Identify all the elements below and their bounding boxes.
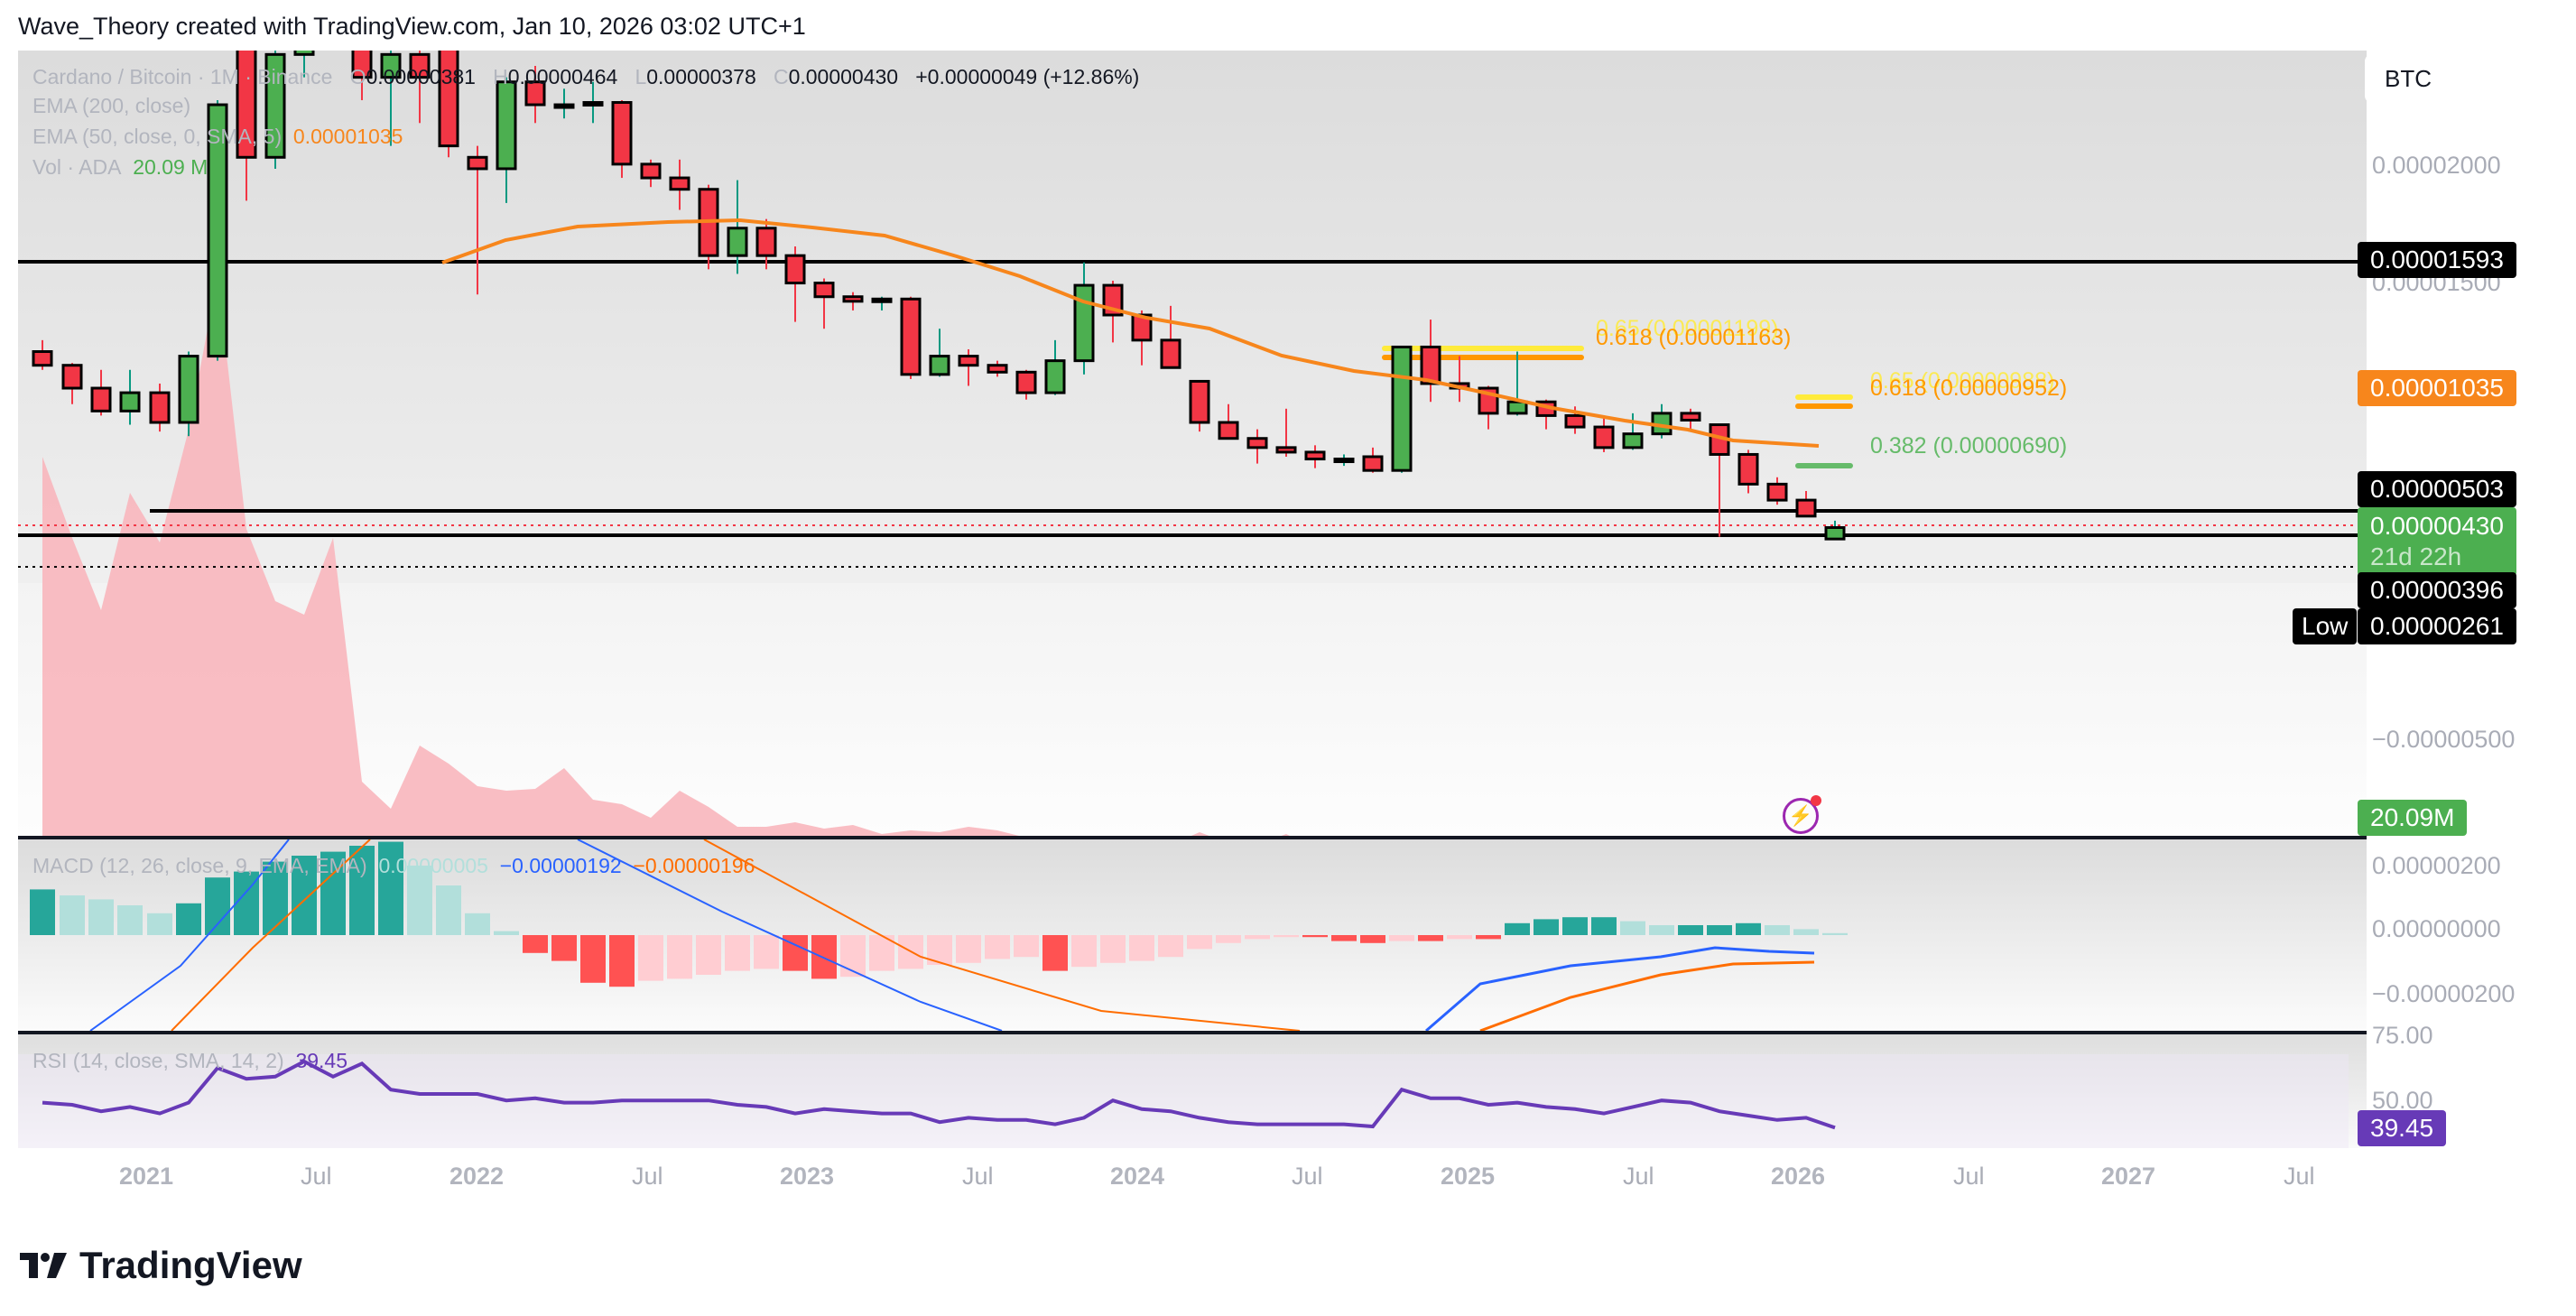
last-price-tag: 0.00000430 21d 22h xyxy=(2358,507,2516,576)
main-legend: Cardano / Bitcoin · 1M · Binance O0.0000… xyxy=(32,65,1140,88)
rsi-legend[interactable]: RSI (14, close, SMA, 14, 2) 39.45 xyxy=(32,1049,348,1072)
time-label: 2021 xyxy=(119,1163,174,1190)
macd-histogram-value: 0.00000005 xyxy=(378,854,488,877)
macd-tick: −0.00000200 xyxy=(2372,980,2516,1007)
ema50-legend[interactable]: EMA (50, close, 0, SMA, 5) 0.00001035 xyxy=(32,125,403,148)
volume-tick: −0.00000500 xyxy=(2372,726,2516,753)
macd-line-value: −0.00000192 xyxy=(499,854,622,877)
price-pane[interactable] xyxy=(18,51,2367,836)
time-label: Jul xyxy=(1292,1163,1323,1190)
rsi-legend-value: 39.45 xyxy=(295,1049,348,1072)
open-value: 0.00000381 xyxy=(366,65,476,88)
time-label: 2023 xyxy=(780,1163,835,1190)
macd-tick: 0.00000200 xyxy=(2372,852,2501,879)
time-label: Jul xyxy=(632,1163,663,1190)
rsi-value-tag: 39.45 xyxy=(2358,1110,2447,1146)
time-label: Jul xyxy=(1953,1163,1985,1190)
change-value: +0.00000049 (+12.86%) xyxy=(915,65,1140,88)
lightning-alert-icon[interactable]: ⚡ xyxy=(1783,795,1821,834)
time-label: 2025 xyxy=(1441,1163,1496,1190)
ema50-price-tag: 0.00001035 xyxy=(2358,370,2516,406)
time-label: 2022 xyxy=(449,1163,505,1190)
price-tick: 0.00002000 xyxy=(2372,152,2501,179)
volume-value: 20.09 M xyxy=(133,155,208,179)
high-value: 0.00000464 xyxy=(507,65,618,88)
fib-lower-0618-label: 0.618 (0.00000952) xyxy=(1870,375,2068,401)
price-chart-canvas[interactable] xyxy=(18,51,2367,836)
rsi-tick: 50.00 xyxy=(2372,1087,2433,1114)
rsi-tick: 75.00 xyxy=(2372,1022,2433,1049)
time-label: 2024 xyxy=(1110,1163,1165,1190)
fib-upper-065-label: 0.65 (0.00001199) xyxy=(1596,316,1779,341)
pane-separator[interactable] xyxy=(18,1031,2367,1034)
time-label: 2026 xyxy=(1771,1163,1826,1190)
fib-upper-0618-label: 0.618 (0.00001163) xyxy=(1596,325,1792,350)
support-upper-price-tag: 0.00000503 xyxy=(2358,471,2516,507)
notification-dot xyxy=(1811,795,1821,806)
low-label-tag: Low xyxy=(2293,608,2358,644)
tradingview-logo-icon xyxy=(20,1253,67,1278)
rsi-chart-canvas xyxy=(18,1054,2349,1148)
ema200-legend[interactable]: EMA (200, close) xyxy=(32,94,191,117)
rsi-pane[interactable] xyxy=(18,1034,2367,1148)
support-lower-price-tag: 0.00000396 xyxy=(2358,572,2516,608)
symbol-title[interactable]: Cardano / Bitcoin · 1M · Binance xyxy=(32,65,333,88)
macd-pane[interactable] xyxy=(18,839,2367,1031)
fib-lower-065-label: 0.65 (0.00000988) xyxy=(1870,368,2055,394)
macd-chart-canvas[interactable] xyxy=(18,839,2367,1031)
bar-countdown: 21d 22h xyxy=(2370,542,2462,570)
ema50-value: 0.00001035 xyxy=(292,125,403,148)
tradingview-logo[interactable]: TradingView xyxy=(20,1244,302,1287)
low-value: 0.00000378 xyxy=(646,65,756,88)
time-label: Jul xyxy=(2284,1163,2315,1190)
volume-legend[interactable]: Vol · ADA 20.09 M xyxy=(32,155,208,179)
time-label: Jul xyxy=(962,1163,994,1190)
time-label: Jul xyxy=(301,1163,332,1190)
macd-legend[interactable]: MACD (12, 26, close, 9, EMA, EMA) 0.0000… xyxy=(32,854,755,877)
fib-0382-label: 0.382 (0.00000690) xyxy=(1870,433,2068,459)
time-label: 2027 xyxy=(2101,1163,2156,1190)
time-label: Jul xyxy=(1623,1163,1654,1190)
chart-attribution: Wave_Theory created with TradingView.com… xyxy=(18,13,806,40)
pane-separator[interactable] xyxy=(18,836,2367,839)
volume-tag: 20.09M xyxy=(2358,800,2468,836)
macd-signal-value: −0.00000196 xyxy=(633,854,755,877)
resistance-price-tag: 0.00001593 xyxy=(2358,242,2516,278)
low-price-tag: 0.00000261 xyxy=(2358,608,2516,644)
time-axis[interactable]: 2021 Jul 2022 Jul 2023 Jul 2024 Jul 2025… xyxy=(18,1152,2367,1202)
macd-tick: 0.00000000 xyxy=(2372,915,2501,942)
close-value: 0.00000430 xyxy=(788,65,899,88)
currency-selector[interactable]: BTC xyxy=(2365,54,2553,103)
